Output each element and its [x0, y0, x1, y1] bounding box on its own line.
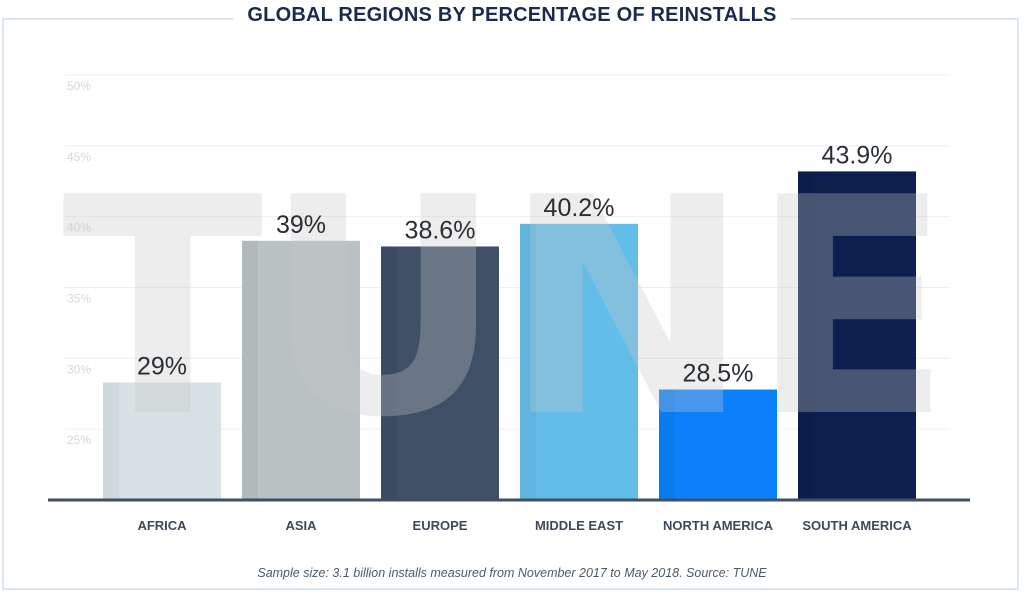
watermark-text: TUNE: [62, 134, 952, 483]
category-label: AFRICA: [137, 518, 187, 533]
value-label: 43.9%: [822, 141, 893, 169]
category-label: MIDDLE EAST: [535, 518, 623, 533]
y-tick-label: 50%: [67, 79, 91, 93]
chart-title-wrap: GLOBAL REGIONS BY PERCENTAGE OF REINSTAL…: [0, 4, 1024, 27]
bar-shade: [381, 246, 397, 500]
value-label: 28.5%: [683, 360, 754, 388]
chart-title: GLOBAL REGIONS BY PERCENTAGE OF REINSTAL…: [233, 4, 791, 26]
bar-shade: [659, 389, 675, 500]
bar-shade: [242, 240, 258, 500]
bars: [103, 171, 916, 500]
bar-south-america: [798, 171, 916, 500]
bar-shade: [103, 382, 119, 500]
bar-shade: [520, 223, 536, 500]
bar-africa: [103, 382, 221, 500]
value-labels: 29% 39% 38.6% 40.2% 28.5% 43.9%: [137, 141, 892, 387]
x-axis-labels: AFRICA ASIA EUROPE MIDDLE EAST NORTH AMERICA…: [137, 518, 912, 533]
y-tick-label: 30%: [67, 362, 91, 376]
value-label: 29%: [137, 352, 187, 380]
chart-caption: Sample size: 3.1 billion installs measur…: [257, 566, 767, 580]
bar-europe: [381, 246, 499, 500]
bar-asia: [242, 240, 360, 500]
value-label: 39%: [276, 211, 326, 239]
category-label: NORTH AMERICA: [663, 518, 774, 533]
category-label: EUROPE: [413, 518, 468, 533]
tune-watermark: TUNE: [62, 134, 952, 483]
bar-middle-east: [520, 223, 638, 500]
category-label: ASIA: [285, 518, 317, 533]
y-tick-label: 45%: [67, 150, 91, 164]
value-label: 40.2%: [544, 194, 615, 222]
y-tick-label: 25%: [67, 433, 91, 447]
y-axis-ticks: 25% 30% 35% 40% 45% 50%: [67, 79, 91, 447]
y-tick-label: 35%: [67, 291, 91, 305]
value-label: 38.6%: [405, 216, 476, 244]
y-tick-label: 40%: [67, 221, 91, 235]
category-label: SOUTH AMERICA: [802, 518, 912, 533]
bar-shade: [798, 171, 814, 500]
bar-north-america: [659, 389, 777, 500]
